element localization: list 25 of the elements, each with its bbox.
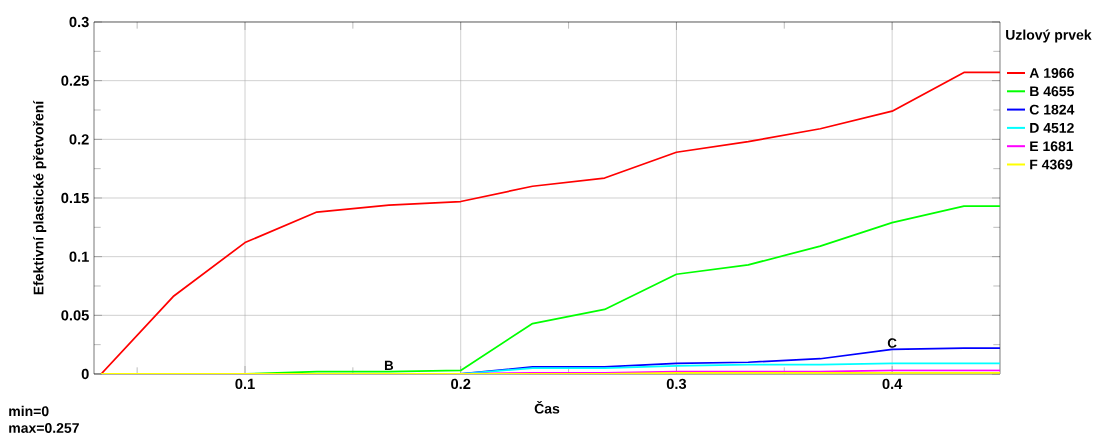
- legend-title: Uzlový prvek: [1006, 29, 1092, 43]
- y-tick-label: 0.25: [61, 75, 89, 86]
- annotation: B: [384, 360, 394, 371]
- x-tick-label: 0.3: [666, 378, 687, 390]
- x-axis-title: Čas: [534, 400, 560, 414]
- y-tick-label: 0.3: [69, 16, 89, 28]
- y-axis-title: Efektivní plastické přetvoření: [32, 100, 47, 295]
- legend-label: C 1824: [1029, 104, 1075, 115]
- y-tick-label: 0: [81, 368, 89, 380]
- y-tick-label: 0.15: [61, 192, 89, 204]
- y-tick-label: 0.05: [61, 310, 89, 321]
- legend-label: B 4655: [1030, 86, 1074, 97]
- legend-label: E 1681: [1030, 141, 1074, 152]
- x-tick-label: 0.2: [451, 378, 471, 390]
- annotation: C: [887, 338, 897, 348]
- x-tick-label: 0.1: [235, 378, 255, 390]
- text: min=0: [9, 405, 49, 417]
- legend-label: F 4369: [1030, 159, 1073, 170]
- legend-label: D 4512: [1030, 122, 1074, 133]
- y-tick-label: 0.1: [69, 251, 89, 262]
- text: max=0.257: [9, 423, 79, 433]
- y-tick-label: 0.2: [69, 134, 89, 145]
- legend-label: A 1966: [1029, 68, 1074, 78]
- line-series: [100, 71, 1000, 374]
- x-tick-label: 0.4: [882, 378, 903, 390]
